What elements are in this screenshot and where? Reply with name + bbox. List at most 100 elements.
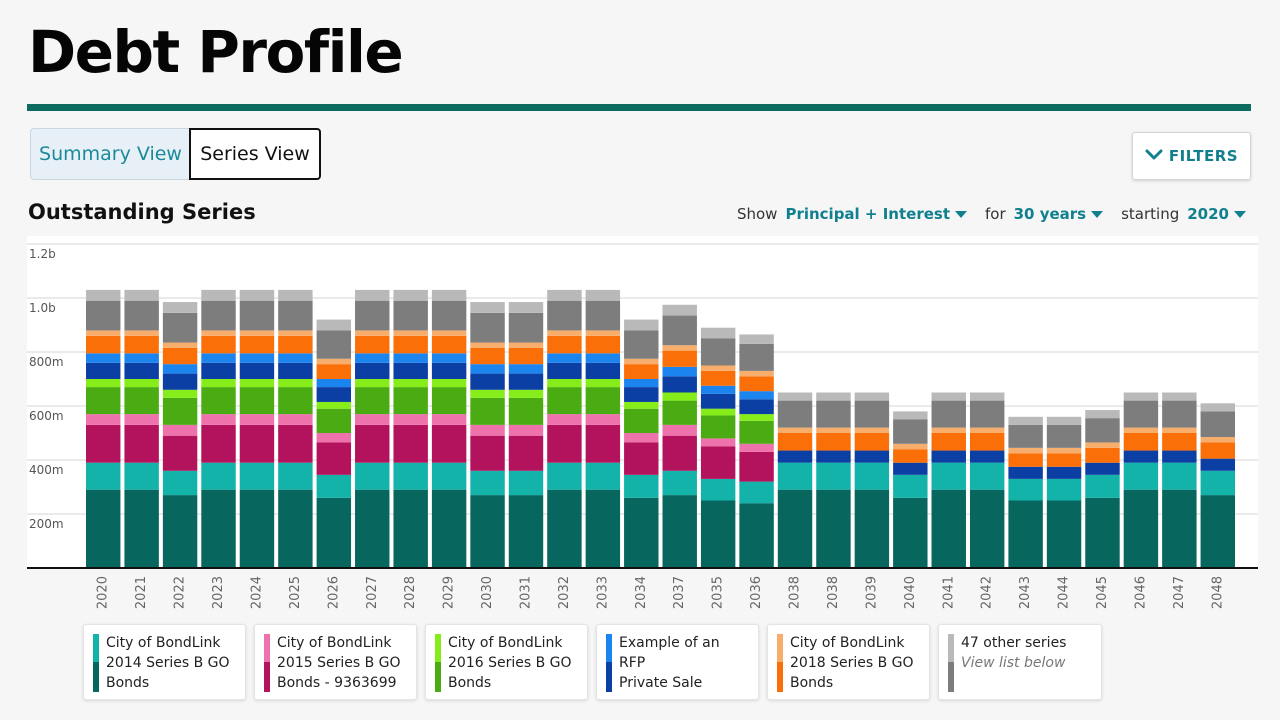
legend-swatch <box>93 634 99 664</box>
bar-segment <box>431 414 467 425</box>
legend-item[interactable]: 47 other series View list below <box>938 624 1102 700</box>
x-tick-label: 2036 <box>749 576 764 609</box>
bar-segment <box>700 500 736 568</box>
bar-segment <box>278 353 313 363</box>
bar-segment <box>316 433 352 443</box>
x-tick-label: 2020 <box>96 576 111 609</box>
bar-segment <box>508 470 544 496</box>
bar-segment <box>931 433 966 451</box>
bar-segment <box>124 335 159 354</box>
bar-segment <box>278 379 313 388</box>
x-tick-label: 2023 <box>211 576 226 609</box>
bar-segment <box>239 462 275 490</box>
bar-segment <box>162 424 198 436</box>
bar-segment <box>278 414 313 425</box>
x-tick-label: 2038 <box>788 576 803 609</box>
x-tick-label: 2045 <box>1095 576 1110 609</box>
bar-segment <box>854 392 890 401</box>
x-tick-label: 2025 <box>288 576 303 609</box>
bar-segment <box>854 400 890 428</box>
bar-segment <box>201 462 236 490</box>
y-tick-label: 200m <box>29 517 64 531</box>
bar-segment <box>124 330 159 336</box>
bar-segment <box>547 379 582 388</box>
tab-summary-view[interactable]: Summary View <box>30 128 190 180</box>
bar-segment <box>470 470 505 496</box>
bar-segment <box>1200 437 1235 443</box>
bar-segment <box>662 315 697 346</box>
bar-segment <box>470 389 505 398</box>
bar-segment <box>470 364 505 374</box>
bar-segment <box>624 474 659 498</box>
bar-segment <box>700 408 736 416</box>
bar-segment <box>624 379 659 388</box>
bar-segment <box>1200 403 1235 412</box>
bar-segment <box>278 462 313 490</box>
bar-segment <box>470 302 505 313</box>
x-tick-label: 2021 <box>134 576 149 609</box>
bar-segment <box>86 387 121 415</box>
bar-segment <box>316 497 352 568</box>
starting-year-dropdown[interactable]: 2020 <box>1187 205 1246 223</box>
bar-segment <box>239 353 275 363</box>
legend-swatch <box>93 662 99 692</box>
bar-segment <box>739 451 774 482</box>
bar-segment <box>1200 411 1235 438</box>
bar-segment <box>201 424 236 463</box>
legend-label: 2016 Series B GO <box>448 655 572 671</box>
tab-series-view[interactable]: Series View <box>189 128 321 180</box>
bar-segment <box>355 462 390 490</box>
bar-segment <box>1046 447 1082 454</box>
bar-segment <box>739 391 774 400</box>
x-tick-label: 2028 <box>403 576 418 609</box>
bar-segment <box>585 387 621 415</box>
bar-segment <box>393 379 428 388</box>
bar-segment <box>124 387 159 415</box>
bar-segment <box>585 489 621 568</box>
bar-segment <box>854 427 890 433</box>
chevron-down-icon <box>1145 147 1163 165</box>
bar-segment <box>86 414 121 425</box>
bar-segment <box>624 364 659 379</box>
bar-segment <box>201 289 236 301</box>
bar-segment <box>393 353 428 363</box>
legend-label: Private Sale <box>619 675 703 691</box>
bar-segment <box>239 387 275 415</box>
x-tick-label: 2042 <box>980 576 995 609</box>
show-dropdown[interactable]: Principal + Interest <box>785 205 967 223</box>
bar-segment <box>1085 418 1120 443</box>
bar-segment <box>547 462 582 490</box>
legend-item[interactable]: City of BondLink 2014 Series B GO Bonds <box>83 624 246 700</box>
filters-button[interactable]: FILTERS <box>1132 132 1251 180</box>
legend-swatch <box>264 662 270 692</box>
legend-label: Bonds - 9363699 <box>277 675 397 691</box>
bar-segment <box>624 408 659 433</box>
bar-segment <box>239 300 275 331</box>
legend-sublabel[interactable]: View list below <box>961 655 1066 671</box>
bar-segment <box>662 400 697 425</box>
bar-segment <box>508 373 544 390</box>
title-rule <box>27 104 1251 111</box>
legend-item[interactable]: City of BondLink 2015 Series B GO Bonds - … <box>254 624 417 700</box>
bar-segment <box>431 489 467 568</box>
bar-segment <box>1162 427 1197 433</box>
legend-item[interactable]: Example of an RFP Private Sale <box>596 624 759 700</box>
bar-segment <box>969 427 1005 433</box>
bar-segment <box>893 419 928 444</box>
bar-segment <box>585 300 621 331</box>
bar-segment <box>1123 462 1159 490</box>
legend-item[interactable]: City of BondLink 2018 Series B GO Bonds <box>767 624 930 700</box>
bar-segment <box>969 450 1005 463</box>
bar-segment <box>86 330 121 336</box>
bar-segment <box>316 474 352 498</box>
years-dropdown[interactable]: 30 years <box>1014 205 1104 223</box>
x-tick-label: 2043 <box>1018 576 1033 609</box>
bar-segment <box>624 497 659 568</box>
bar-segment <box>1008 478 1043 501</box>
bar-segment <box>662 376 697 393</box>
legend-item[interactable]: City of BondLink 2016 Series B GO Bonds <box>425 624 588 700</box>
bar-segment <box>239 362 275 379</box>
x-tick-label: 2022 <box>173 576 188 609</box>
bar-segment <box>431 387 467 415</box>
x-tick-label: 2037 <box>672 576 687 609</box>
